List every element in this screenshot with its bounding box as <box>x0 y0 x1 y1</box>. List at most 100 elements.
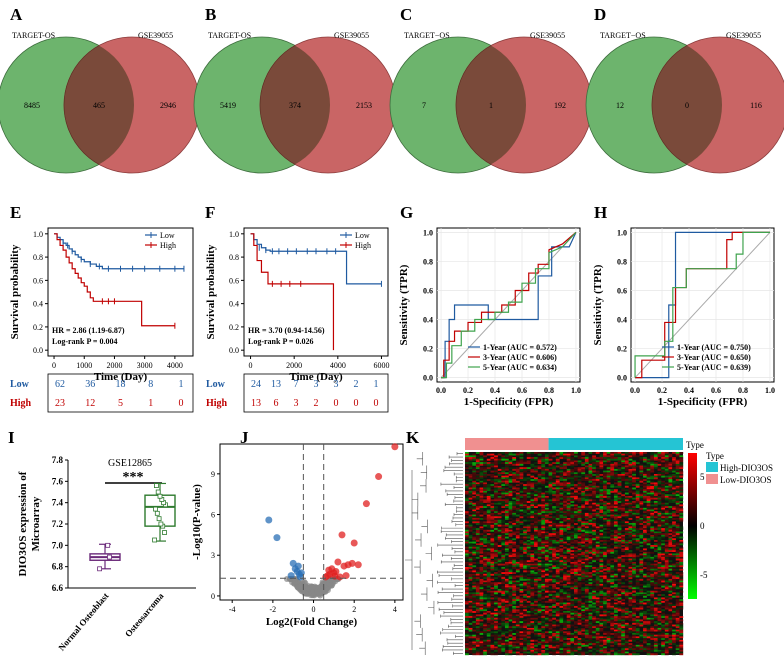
heatmap-cell <box>650 519 655 522</box>
heatmap-cell <box>548 583 553 586</box>
heatmap-cell <box>603 506 607 509</box>
heatmap-cell <box>523 600 527 603</box>
heatmap-cell <box>668 539 673 542</box>
heatmap-cell <box>512 468 517 471</box>
heatmap-cell <box>603 538 607 541</box>
heatmap-cell <box>541 534 546 537</box>
type-bar-label: Type <box>686 440 704 450</box>
heatmap-cell <box>566 523 571 525</box>
heatmap-cell <box>534 472 538 475</box>
heatmap-cell <box>566 482 571 485</box>
heatmap-cell <box>541 473 546 476</box>
heatmap-cell <box>650 551 655 554</box>
heatmap-cell <box>603 516 607 519</box>
heatmap-cell <box>541 614 546 617</box>
heatmap-cell <box>534 531 538 534</box>
heatmap-cell <box>559 494 564 497</box>
heatmap-cell <box>679 455 684 458</box>
heatmap-cell <box>664 524 669 527</box>
heatmap-cell <box>664 551 669 554</box>
heatmap-cell <box>483 511 487 514</box>
heatmap-cell <box>494 523 498 525</box>
heatmap-cell <box>639 563 644 566</box>
heatmap-cell <box>555 573 560 576</box>
heatmap-cell <box>588 514 593 517</box>
heatmap-cell <box>664 467 669 470</box>
heatmap-cell <box>563 543 567 546</box>
heatmap-cell <box>515 589 520 591</box>
heatmap-cell <box>501 489 506 492</box>
heatmap-cell <box>639 492 644 495</box>
heatmap-cell <box>544 605 549 608</box>
y-tick-label: 6.6 <box>52 583 64 593</box>
heatmap-cell <box>490 570 495 573</box>
heatmap-cell <box>621 538 626 541</box>
heatmap-cell <box>635 523 640 525</box>
heatmap-cell <box>541 536 546 539</box>
heatmap-cell <box>559 529 564 532</box>
heatmap-cell <box>632 585 636 588</box>
heatmap-cell <box>468 616 473 618</box>
heatmap-cell <box>486 599 491 602</box>
heatmap-cell <box>595 516 600 519</box>
heatmap-cell <box>523 529 527 532</box>
heatmap-cell <box>613 587 618 590</box>
heatmap-cell <box>465 609 469 612</box>
heatmap-cell <box>555 611 560 613</box>
heatmap-cell <box>544 590 549 593</box>
heatmap-cell <box>621 468 626 471</box>
heatmap-cell <box>661 528 666 531</box>
heatmap-cell <box>515 533 520 536</box>
heatmap-cell <box>486 521 491 524</box>
heatmap-cell <box>501 458 506 461</box>
heatmap-cell <box>494 529 498 532</box>
heatmap-cell <box>653 492 658 495</box>
heatmap-cell <box>570 494 575 497</box>
heatmap-cell <box>664 531 669 534</box>
heatmap-cell <box>523 614 527 617</box>
heatmap-cell <box>552 604 557 607</box>
heatmap-cell <box>599 497 604 500</box>
heatmap-cell <box>657 533 662 536</box>
heatmap-cell <box>472 556 477 559</box>
heatmap-cell <box>624 561 629 564</box>
heatmap-cell <box>643 561 647 564</box>
heatmap-cell <box>490 578 495 581</box>
heatmap-cell <box>617 482 622 485</box>
heatmap-cell <box>465 543 469 546</box>
heatmap-cell <box>512 551 517 554</box>
heatmap-cell <box>559 599 564 602</box>
heatmap-cell <box>548 578 553 581</box>
heatmap-cell <box>475 512 480 515</box>
heatmap-cell <box>664 477 669 480</box>
heatmap-cell <box>508 533 513 536</box>
heatmap-cell <box>672 494 676 497</box>
risk-row-high: High <box>206 398 228 409</box>
heatmap-cell <box>603 595 607 598</box>
heatmap-cell <box>475 479 480 481</box>
heatmap-cell <box>610 533 615 536</box>
heatmap-cell <box>494 511 498 514</box>
heatmap-cell <box>494 551 498 554</box>
heatmap-cell <box>479 590 484 593</box>
heatmap-cell <box>555 575 560 578</box>
heatmap-cell <box>504 501 509 503</box>
heatmap-cell <box>504 462 509 465</box>
heatmap-cell <box>584 561 589 564</box>
heatmap-cell <box>643 595 647 598</box>
heatmap-cell <box>523 607 527 610</box>
heatmap-cell <box>592 565 596 568</box>
heatmap-cell <box>512 548 517 551</box>
heatmap-cell <box>526 555 531 558</box>
heatmap-cell <box>544 458 549 461</box>
heatmap-cell <box>617 587 622 590</box>
heatmap-cell <box>508 495 513 498</box>
heatmap-cell <box>508 480 513 483</box>
heatmap-cell <box>668 607 673 610</box>
heatmap-cell <box>581 467 586 470</box>
heatmap-cell <box>541 516 546 519</box>
heatmap-cell <box>621 504 626 507</box>
heatmap-cell <box>653 526 658 529</box>
heatmap-cell <box>621 555 626 558</box>
heatmap-cell <box>581 570 586 573</box>
